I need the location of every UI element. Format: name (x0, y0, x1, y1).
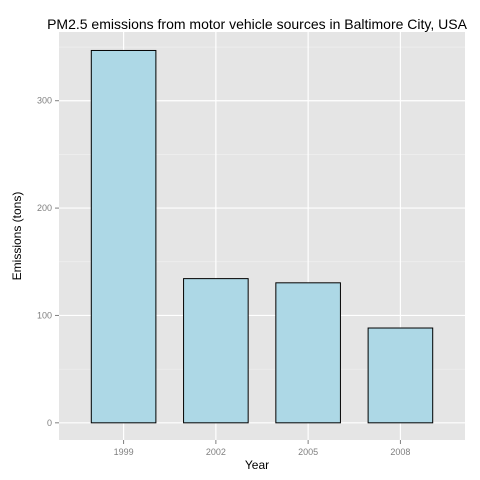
x-tick-label: 2002 (206, 447, 226, 457)
x-axis: 1999 2002 2005 2008 (114, 440, 410, 457)
y-tick-label: 100 (37, 310, 52, 320)
x-tick-label: 2005 (298, 447, 318, 457)
y-tick-label: 200 (37, 203, 52, 213)
bar-2008 (367, 327, 434, 424)
x-tick-label: 1999 (114, 447, 134, 457)
y-axis: 0 100 200 300 (37, 96, 59, 428)
bar-2005 (275, 282, 341, 424)
x-tick-label: 2008 (390, 447, 410, 457)
y-tick-label: 300 (37, 96, 52, 106)
bar-2002 (183, 278, 249, 424)
chart-title: PM2.5 emissions from motor vehicle sourc… (47, 16, 468, 32)
bars (90, 49, 434, 424)
bar-1999 (90, 49, 157, 424)
y-tick-label: 0 (47, 418, 52, 428)
x-axis-title: Year (245, 458, 269, 472)
y-axis-title: Emissions (tons) (10, 192, 24, 281)
